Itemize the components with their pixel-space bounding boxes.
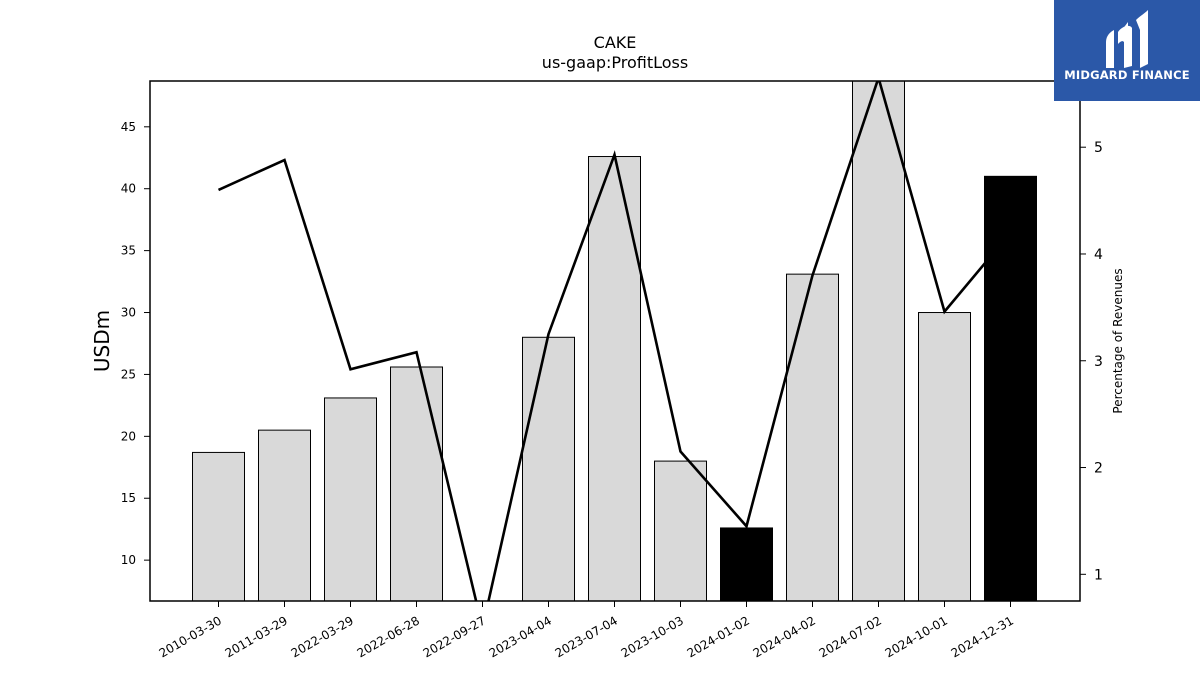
bar-2022-06-28 (390, 366, 443, 601)
y-tick-label: 45 (121, 120, 136, 134)
y2-axis: 1 2 3 4 5 (1080, 140, 1103, 583)
bar-2010-03-30 (192, 451, 245, 601)
y-axis-label: USDm (90, 310, 114, 372)
bar-2024-04-02 (786, 273, 839, 601)
brand-logo: MIDGARD FINANCE (1054, 0, 1200, 101)
bar-2024-12-31 (984, 175, 1037, 601)
x-tick-label: 2010-03-30 (157, 613, 224, 660)
y-tick-label: 25 (121, 367, 136, 381)
x-tick-label: 2023-07-04 (553, 613, 620, 660)
y-axis: 10 15 20 25 30 35 40 45 (121, 120, 150, 567)
bar-2024-10-01 (918, 312, 971, 601)
bar-2023-04-04 (522, 336, 575, 601)
bar-2023-07-04 (588, 156, 641, 601)
bar-2024-01-02 (720, 527, 773, 601)
x-tick-label: 2024-01-02 (685, 613, 752, 660)
bar-2011-03-29 (258, 429, 311, 601)
bar-2024-07-02 (852, 81, 905, 601)
brand-name: MIDGARD FINANCE (1064, 68, 1190, 82)
line-group (217, 81, 1012, 601)
y2-tick-label: 1 (1094, 567, 1103, 583)
x-tick-label: 2023-10-03 (619, 613, 686, 660)
bars-group (192, 81, 1037, 601)
x-tick-label: 2024-04-02 (751, 613, 818, 660)
x-tick-label: 2022-06-28 (355, 613, 422, 660)
x-tick-label: 2024-07-02 (817, 613, 884, 660)
x-tick-label: 2022-09-27 (421, 613, 488, 660)
y2-tick-label: 4 (1094, 247, 1103, 263)
y-tick-label: 15 (121, 491, 136, 505)
y2-tick-label: 5 (1094, 140, 1103, 156)
chart-subtitle: us-gaap:ProfitLoss (542, 53, 688, 72)
x-axis: 2010-03-302011-03-292022-03-292022-06-28… (157, 601, 1016, 660)
x-tick-label: 2011-03-29 (223, 613, 290, 660)
y2-tick-label: 3 (1094, 354, 1103, 370)
chart-title: CAKE (594, 33, 637, 52)
bar-2023-10-03 (654, 460, 707, 601)
y-tick-label: 20 (121, 429, 136, 443)
midgard-logo-icon (1106, 10, 1148, 68)
y-tick-label: 35 (121, 244, 136, 258)
percentage-line (217, 81, 1012, 601)
x-tick-label: 2024-12-31 (949, 613, 1016, 660)
x-tick-label: 2022-03-29 (289, 613, 356, 660)
y-tick-label: 40 (121, 182, 136, 196)
y2-tick-label: 2 (1094, 461, 1103, 477)
x-tick-label: 2023-04-04 (487, 613, 554, 660)
bar-2022-03-29 (324, 397, 377, 601)
x-tick-label: 2024-10-01 (883, 613, 950, 660)
y-tick-label: 10 (121, 553, 136, 567)
y-tick-label: 30 (121, 306, 136, 320)
y2-axis-label: Percentage of Revenues (1111, 268, 1125, 413)
